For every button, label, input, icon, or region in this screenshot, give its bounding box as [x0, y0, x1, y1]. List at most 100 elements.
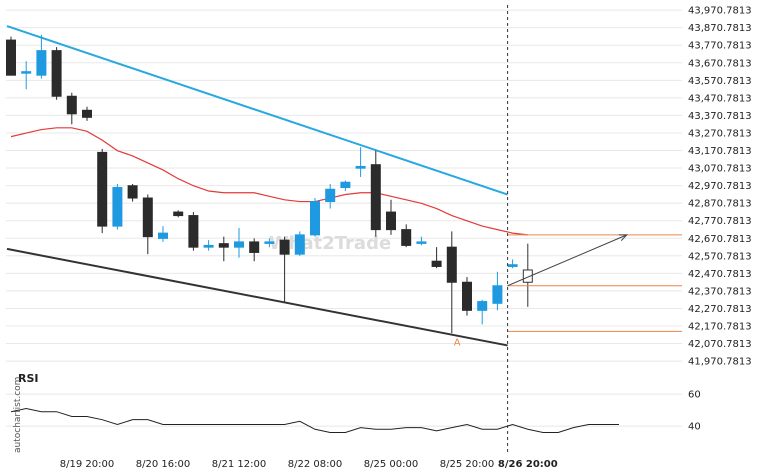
- candle-body: [294, 234, 305, 255]
- candle-32: [492, 271, 503, 311]
- candle-19: [294, 231, 305, 256]
- candle-17: [264, 238, 275, 248]
- price-levels: A: [454, 234, 682, 348]
- candle-3: [51, 47, 62, 100]
- candle-20: [310, 198, 320, 237]
- y-tick-label: 43,370.7813: [688, 111, 752, 122]
- rsi-tick-label: 60: [688, 390, 701, 401]
- x-tick-label: 8/26 20:00: [498, 459, 558, 470]
- candle-26: [401, 224, 412, 248]
- candle-28: [431, 247, 442, 269]
- candle-7: [112, 183, 123, 230]
- projection-arrow-head: [618, 234, 628, 241]
- rsi-panel: RSI 60 40: [6, 372, 701, 433]
- y-tick-label: 43,570.7813: [688, 76, 752, 87]
- candle-18: [279, 236, 290, 302]
- y-tick-label: 42,970.7813: [688, 181, 752, 192]
- time-axis: 8/19 20:00 8/20 16:00 8/21 12:00 8/22 08:00…: [60, 5, 558, 470]
- candle-body: [462, 281, 472, 311]
- side-credit-text: autochartist.com: [13, 377, 23, 453]
- candle-1: [21, 61, 32, 90]
- candle-34: [522, 243, 533, 307]
- candle-body: [51, 50, 62, 97]
- rsi-label: RSI: [18, 372, 39, 385]
- y-tick-label: 42,870.7813: [688, 199, 752, 210]
- candle-body: [36, 50, 47, 76]
- candle-12: [188, 212, 199, 251]
- y-tick-label: 42,570.7813: [688, 251, 752, 262]
- candle-6: [97, 148, 108, 234]
- upper-trend-line: [6, 25, 508, 196]
- candle-body: [234, 241, 244, 248]
- candle-body: [446, 246, 457, 283]
- candle-31: [477, 299, 488, 325]
- candle-body: [431, 260, 442, 267]
- moving-average: [10, 127, 528, 236]
- candle-16: [249, 238, 260, 262]
- candle-15: [234, 227, 244, 258]
- candle-24: [370, 150, 381, 237]
- y-tick-label: 43,970.7813: [688, 6, 752, 17]
- candle-10: [158, 226, 168, 242]
- y-tick-label: 42,070.7813: [688, 339, 752, 350]
- x-tick-label: 8/22 08:00: [288, 459, 342, 470]
- y-tick-label: 43,870.7813: [688, 23, 752, 34]
- candle-5: [82, 106, 92, 121]
- candle-9: [142, 194, 153, 255]
- projection-arrow: [507, 234, 627, 287]
- candle-body: [127, 185, 138, 199]
- side-credit: autochartist.com: [13, 377, 23, 453]
- candle-body: [325, 188, 336, 203]
- candle-22: [340, 180, 351, 192]
- y-tick-label: 43,070.7813: [688, 164, 752, 175]
- candle-body: [218, 243, 229, 248]
- candle-25: [386, 199, 396, 235]
- y-tick-label: 43,270.7813: [688, 128, 752, 139]
- candle-33: [507, 259, 518, 269]
- x-tick-label: 8/21 12:00: [212, 459, 266, 470]
- candle-body: [173, 211, 184, 217]
- y-tick-label: 43,770.7813: [688, 41, 752, 52]
- candle-21: [325, 183, 336, 209]
- candle-body: [279, 239, 290, 255]
- price-axis: 43,970.7813 43,870.7813 43,770.7813 43,670.…: [688, 6, 752, 368]
- candle-body: [97, 151, 108, 227]
- candle-body: [82, 109, 92, 118]
- y-tick-label: 43,670.7813: [688, 58, 752, 69]
- candle-body: [370, 164, 381, 231]
- rsi-line: [10, 407, 619, 433]
- moving-average-line: [10, 127, 528, 236]
- candle-body: [310, 201, 320, 236]
- y-tick-label: 43,170.7813: [688, 146, 752, 157]
- rsi-tick-label: 40: [688, 422, 701, 433]
- candle-body: [203, 244, 214, 248]
- candle-27: [416, 236, 427, 246]
- x-tick-label: 8/20 16:00: [136, 459, 190, 470]
- candle-29: [446, 231, 457, 334]
- candle-8: [127, 183, 138, 202]
- lower-trend-line: [6, 247, 508, 347]
- candle-body: [112, 187, 123, 227]
- candle-body: [401, 229, 412, 246]
- candle-body: [492, 285, 503, 304]
- candle-body: [264, 241, 275, 244]
- x-tick-label: 8/25 00:00: [364, 459, 418, 470]
- y-tick-label: 42,170.7813: [688, 321, 752, 332]
- candle-body: [522, 269, 533, 283]
- y-tick-label: 42,670.7813: [688, 234, 752, 245]
- pattern-lines: [6, 25, 508, 347]
- x-tick-label: 8/25 20:00: [440, 459, 494, 470]
- candle-body: [188, 215, 199, 248]
- candle-body: [6, 39, 16, 76]
- candle-body: [416, 241, 427, 244]
- candle-body: [142, 197, 153, 238]
- candle-body: [158, 232, 168, 239]
- y-tick-label: 42,770.7813: [688, 216, 752, 227]
- pattern-annotation: A: [454, 337, 461, 348]
- candle-body: [66, 95, 77, 115]
- candle-body: [249, 241, 260, 253]
- candle-23: [355, 147, 366, 177]
- candle-body: [340, 181, 351, 189]
- y-tick-label: 42,270.7813: [688, 304, 752, 315]
- x-tick-label: 8/19 20:00: [60, 459, 114, 470]
